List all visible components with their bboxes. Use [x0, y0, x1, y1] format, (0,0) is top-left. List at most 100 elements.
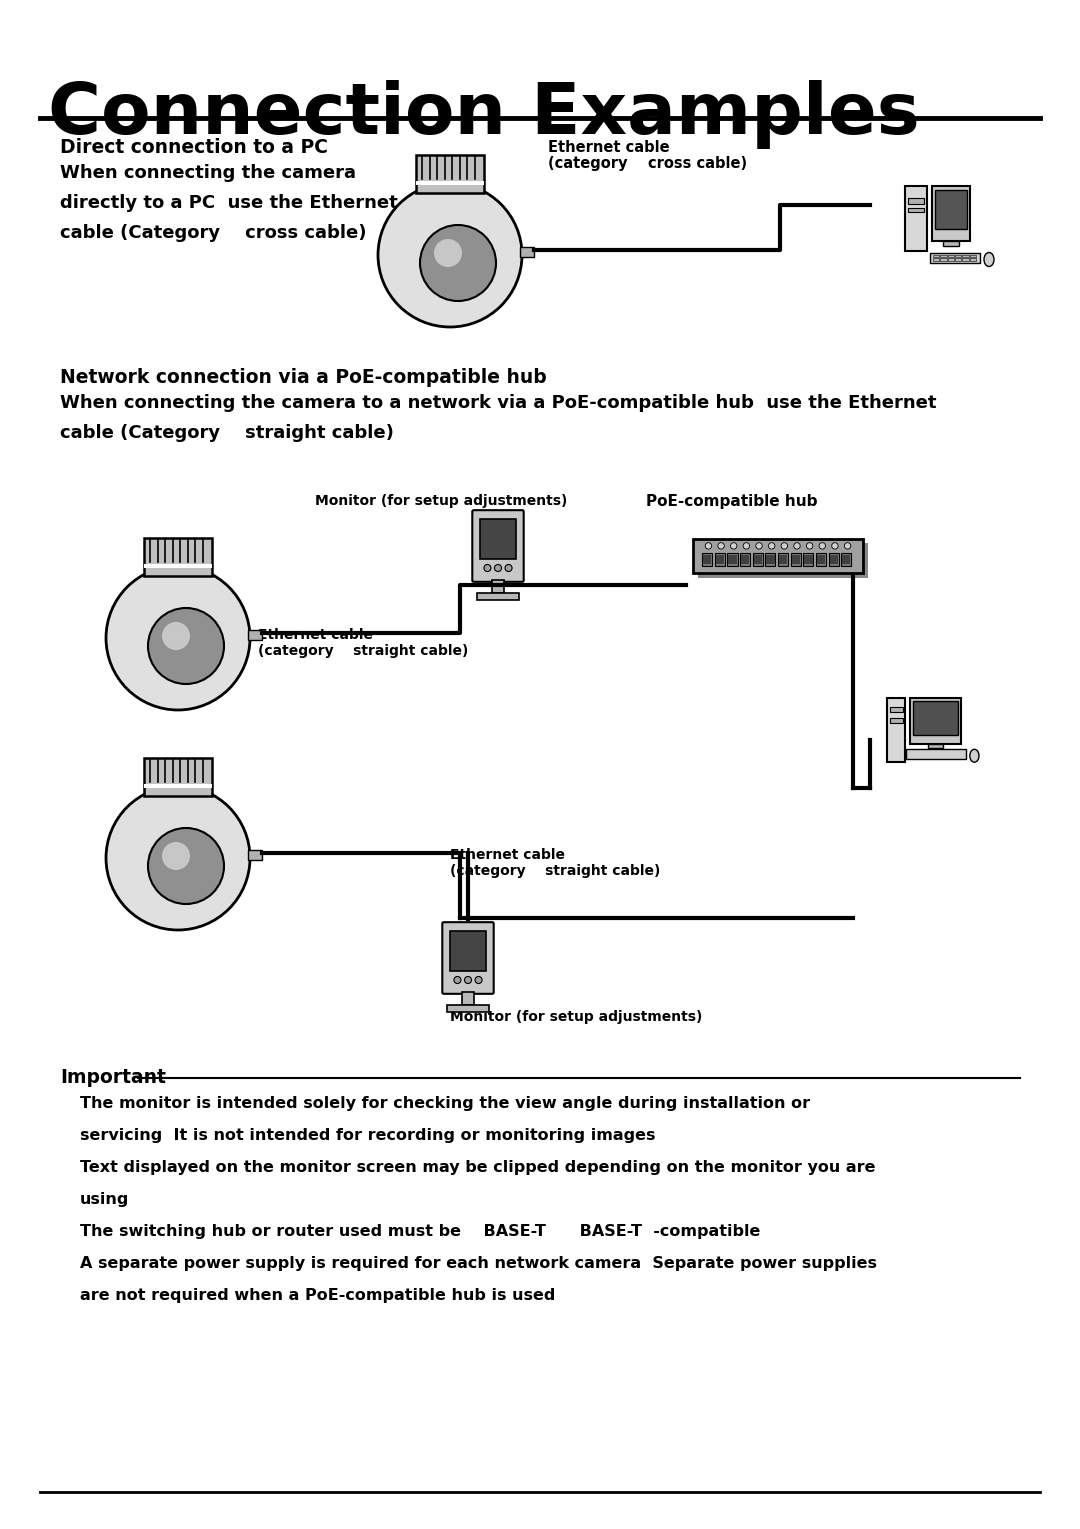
- Circle shape: [106, 786, 249, 930]
- Bar: [248, 630, 262, 641]
- Bar: [728, 553, 738, 566]
- Bar: [447, 1005, 489, 1012]
- Bar: [702, 553, 712, 566]
- Text: The switching hub or router used must be    BASE-T      BASE-T  -compatible: The switching hub or router used must be…: [80, 1225, 760, 1238]
- Circle shape: [162, 842, 190, 870]
- Text: Connection Examples: Connection Examples: [48, 80, 920, 148]
- Bar: [480, 518, 516, 560]
- Circle shape: [495, 564, 501, 572]
- Bar: [842, 555, 850, 564]
- Bar: [943, 240, 959, 246]
- Bar: [829, 555, 838, 564]
- Bar: [890, 719, 903, 723]
- Bar: [962, 258, 969, 260]
- Bar: [955, 254, 961, 257]
- Bar: [947, 254, 954, 257]
- Bar: [805, 555, 812, 564]
- Bar: [941, 258, 947, 260]
- FancyBboxPatch shape: [443, 922, 494, 994]
- Bar: [804, 553, 813, 566]
- Circle shape: [756, 543, 762, 549]
- Circle shape: [454, 977, 461, 983]
- Text: (category    straight cable): (category straight cable): [450, 864, 660, 878]
- Bar: [778, 553, 788, 566]
- Bar: [416, 154, 484, 193]
- Text: PoE-compatible hub: PoE-compatible hub: [646, 494, 818, 509]
- Circle shape: [378, 183, 522, 327]
- Bar: [930, 252, 980, 263]
- Bar: [698, 543, 867, 578]
- Bar: [792, 555, 800, 564]
- Bar: [816, 555, 825, 564]
- Bar: [970, 254, 976, 257]
- Circle shape: [464, 977, 472, 983]
- Text: When connecting the camera to a network via a PoE-compatible hub  use the Ethern: When connecting the camera to a network …: [60, 394, 936, 411]
- Circle shape: [718, 543, 725, 549]
- Bar: [740, 553, 751, 566]
- Bar: [767, 555, 774, 564]
- Circle shape: [832, 543, 838, 549]
- Bar: [144, 758, 212, 797]
- Text: The monitor is intended solely for checking the view angle during installation o: The monitor is intended solely for check…: [80, 1096, 810, 1112]
- Circle shape: [475, 977, 482, 983]
- Circle shape: [148, 829, 224, 904]
- Bar: [703, 555, 712, 564]
- Bar: [462, 992, 474, 1005]
- Bar: [728, 555, 737, 564]
- Circle shape: [743, 543, 750, 549]
- Circle shape: [106, 566, 249, 709]
- FancyBboxPatch shape: [472, 511, 524, 583]
- Bar: [908, 197, 924, 203]
- Bar: [144, 784, 212, 787]
- Bar: [416, 180, 484, 185]
- Text: are not required when a PoE-compatible hub is used: are not required when a PoE-compatible h…: [80, 1287, 555, 1303]
- Bar: [928, 743, 943, 748]
- Bar: [955, 258, 961, 260]
- Bar: [766, 553, 775, 566]
- Bar: [935, 190, 967, 228]
- Bar: [816, 553, 826, 566]
- Circle shape: [781, 543, 787, 549]
- Bar: [933, 254, 940, 257]
- Ellipse shape: [984, 252, 994, 266]
- Circle shape: [505, 564, 512, 572]
- Bar: [932, 185, 970, 240]
- Bar: [248, 850, 262, 859]
- Bar: [841, 553, 851, 566]
- Circle shape: [730, 543, 737, 549]
- Text: cable (Category    cross cable): cable (Category cross cable): [60, 225, 366, 242]
- Bar: [913, 702, 958, 734]
- Circle shape: [819, 543, 825, 549]
- Text: Important: Important: [60, 1067, 166, 1087]
- Bar: [754, 555, 761, 564]
- Circle shape: [162, 622, 190, 650]
- Bar: [144, 538, 212, 576]
- Circle shape: [484, 564, 491, 572]
- Text: Monitor (for setup adjustments): Monitor (for setup adjustments): [450, 1011, 702, 1024]
- Bar: [477, 593, 519, 599]
- Text: When connecting the camera: When connecting the camera: [60, 164, 356, 182]
- Bar: [828, 553, 839, 566]
- Bar: [693, 538, 863, 573]
- Text: Ethernet cable: Ethernet cable: [548, 141, 670, 154]
- Text: Direct connection to a PC: Direct connection to a PC: [60, 138, 328, 157]
- Bar: [905, 185, 927, 251]
- Bar: [906, 749, 967, 758]
- Text: directly to a PC  use the Ethernet: directly to a PC use the Ethernet: [60, 194, 397, 213]
- Text: Text displayed on the monitor screen may be clipped depending on the monitor you: Text displayed on the monitor screen may…: [80, 1161, 876, 1174]
- Bar: [910, 697, 960, 743]
- Bar: [791, 553, 800, 566]
- Bar: [144, 564, 212, 567]
- Bar: [947, 258, 954, 260]
- Bar: [716, 555, 724, 564]
- Circle shape: [807, 543, 813, 549]
- Circle shape: [434, 239, 462, 268]
- Bar: [890, 706, 903, 711]
- Bar: [941, 254, 947, 257]
- Circle shape: [845, 543, 851, 549]
- Bar: [933, 258, 940, 260]
- Bar: [908, 208, 924, 211]
- Bar: [962, 254, 969, 257]
- Text: Network connection via a PoE-compatible hub: Network connection via a PoE-compatible …: [60, 368, 546, 387]
- Bar: [779, 555, 787, 564]
